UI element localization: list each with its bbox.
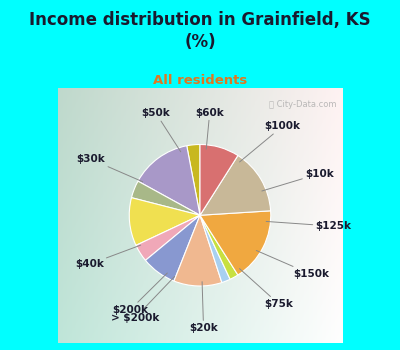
Text: $10k: $10k — [262, 169, 334, 191]
Text: $100k: $100k — [240, 121, 301, 162]
Text: $125k: $125k — [266, 221, 352, 231]
Text: $75k: $75k — [240, 268, 294, 309]
Wedge shape — [136, 215, 200, 260]
Text: $40k: $40k — [75, 245, 141, 269]
Text: ⓘ City-Data.com: ⓘ City-Data.com — [269, 100, 337, 109]
Wedge shape — [187, 145, 200, 215]
Text: $200k: $200k — [112, 273, 167, 315]
Wedge shape — [200, 215, 230, 282]
Wedge shape — [132, 181, 200, 215]
Text: > $200k: > $200k — [111, 276, 175, 323]
Text: $150k: $150k — [256, 251, 329, 279]
Wedge shape — [200, 215, 238, 279]
Wedge shape — [200, 145, 238, 215]
Text: All residents: All residents — [153, 74, 247, 86]
Text: $30k: $30k — [76, 154, 143, 182]
Wedge shape — [129, 198, 200, 245]
Text: $20k: $20k — [189, 282, 218, 333]
Text: Income distribution in Grainfield, KS
(%): Income distribution in Grainfield, KS (%… — [29, 10, 371, 51]
Wedge shape — [138, 146, 200, 215]
Wedge shape — [200, 155, 271, 215]
Text: $50k: $50k — [142, 108, 181, 152]
Text: $60k: $60k — [195, 107, 224, 149]
Wedge shape — [174, 215, 222, 286]
Wedge shape — [146, 215, 200, 281]
Wedge shape — [200, 211, 271, 275]
